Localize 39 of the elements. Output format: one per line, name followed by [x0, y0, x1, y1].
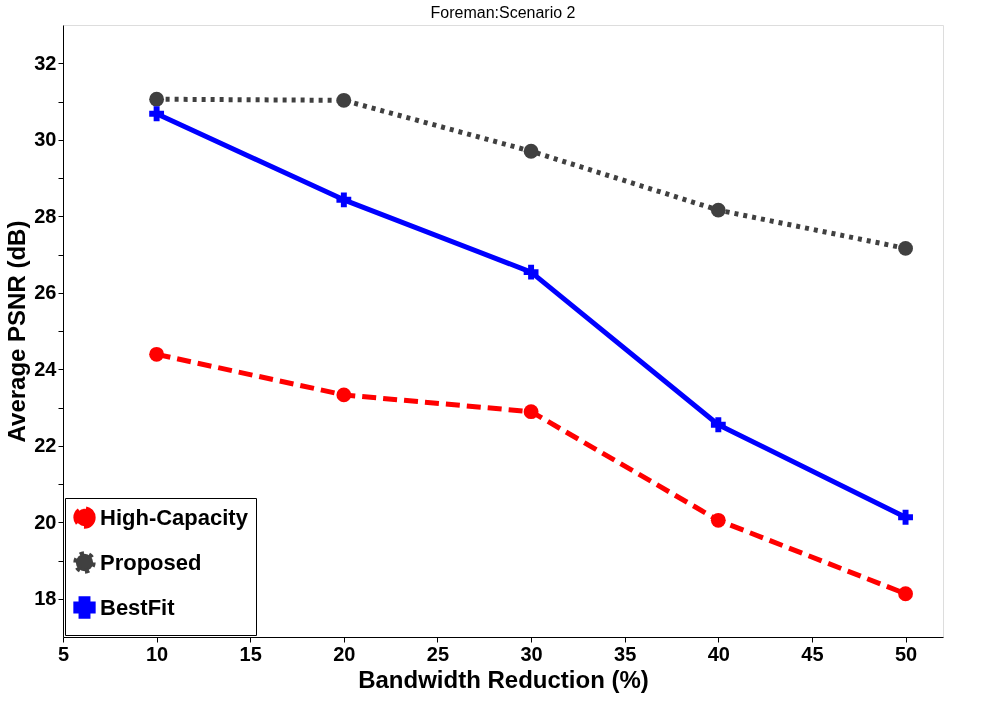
y-tick-label: 26 [34, 281, 57, 304]
y-axis-title: Average PSNR (dB) [3, 220, 31, 443]
point [710, 417, 726, 433]
point [710, 512, 726, 528]
point [523, 404, 539, 420]
point [149, 91, 165, 107]
y-tick-label: 22 [34, 434, 57, 457]
point [523, 143, 539, 159]
point [898, 509, 913, 525]
point [336, 192, 352, 208]
y-tick-label: 32 [34, 51, 57, 74]
legend-label: BestFit [100, 594, 176, 620]
x-axis-title: Bandwidth Reduction (%) [358, 665, 649, 693]
x-tick-label: 20 [333, 642, 356, 665]
x-tick-label: 30 [520, 642, 543, 665]
y-tick-label: 20 [34, 510, 57, 533]
x-tick-label: 15 [239, 642, 262, 665]
point [149, 346, 165, 362]
x-tick-label: 10 [145, 642, 169, 665]
point [898, 586, 913, 602]
x-tick-label: 5 [57, 642, 70, 665]
y-tick-label: 24 [34, 357, 58, 380]
point [898, 240, 913, 256]
point [336, 387, 352, 403]
point [336, 92, 352, 108]
y-tick-label: 30 [34, 128, 57, 151]
point [149, 106, 165, 122]
point [523, 264, 539, 280]
legend-label: Proposed [100, 549, 202, 575]
x-tick-label: 35 [614, 642, 637, 665]
y-tick-label: 18 [34, 587, 57, 610]
x-tick-label: 50 [894, 642, 918, 665]
x-tick-label: 40 [707, 642, 730, 665]
chart-title: Foreman:Scenario 2 [430, 4, 576, 21]
x-tick-label: 45 [801, 642, 824, 665]
legend-label: High-Capacity [100, 504, 249, 530]
x-tick-label: 25 [426, 642, 450, 665]
y-tick-label: 28 [34, 204, 57, 227]
point [710, 202, 726, 218]
